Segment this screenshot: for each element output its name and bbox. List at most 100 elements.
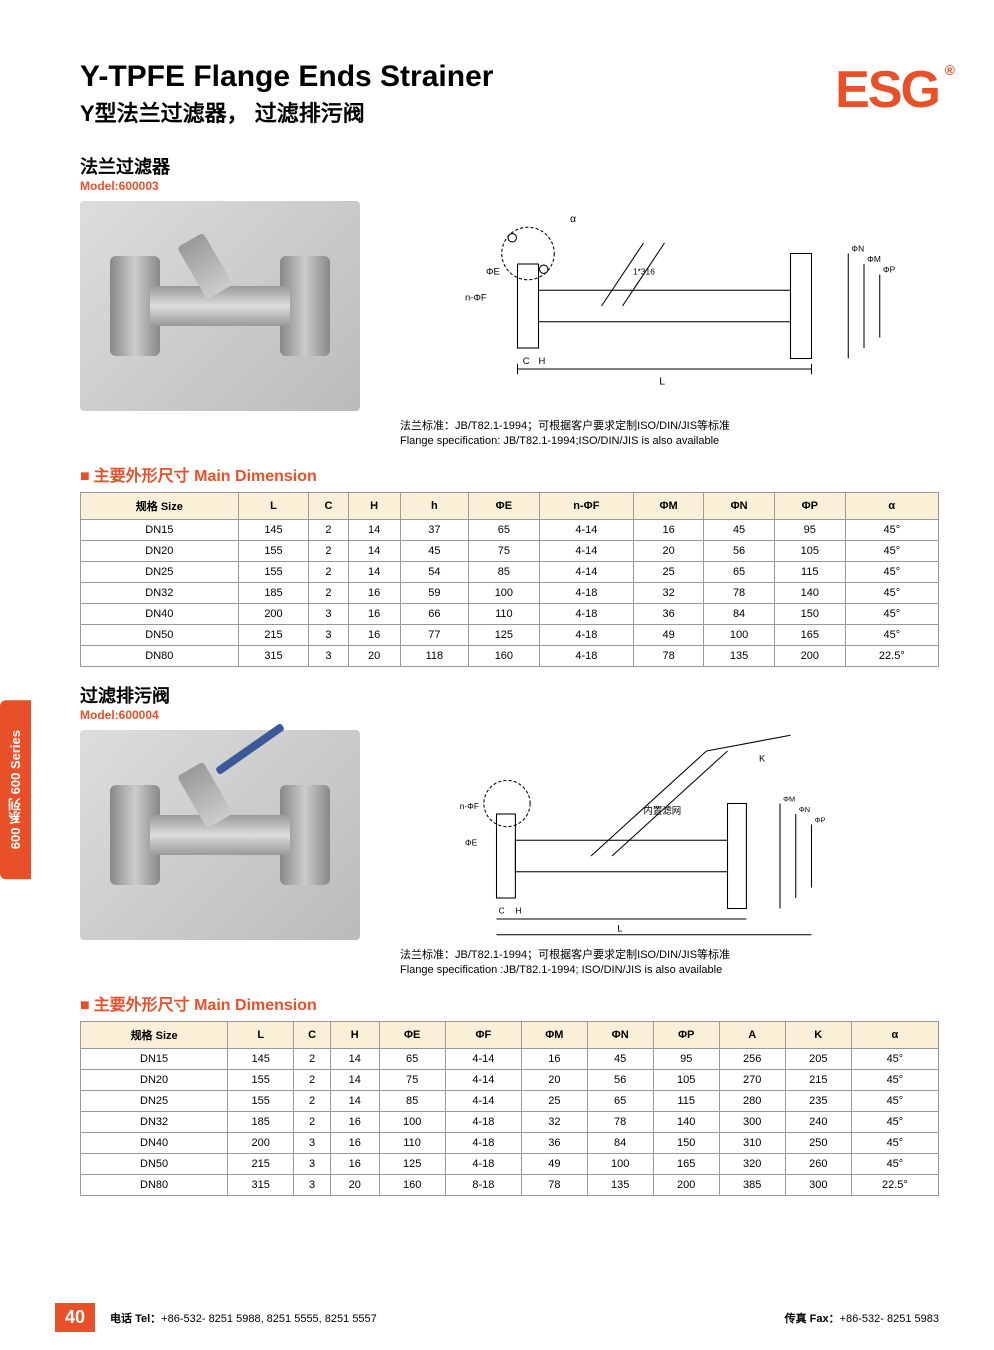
svg-text:ΦP: ΦP [883, 264, 896, 274]
table-cell: 56 [704, 540, 775, 561]
table-cell: 3 [309, 645, 348, 666]
table-cell: 2 [294, 1111, 331, 1132]
table-cell: 145 [228, 1048, 294, 1069]
table-cell: 4-18 [539, 624, 633, 645]
title-chinese: Y型法兰过滤器， 过滤排污阀 [80, 96, 493, 128]
table-cell: 155 [238, 561, 309, 582]
table-cell: 100 [379, 1111, 445, 1132]
table-cell: 14 [330, 1048, 379, 1069]
table-cell: 135 [587, 1174, 653, 1195]
table-row: DN502153161254-184910016532026045° [81, 1153, 939, 1174]
table-cell: 215 [228, 1153, 294, 1174]
table-cell: 385 [719, 1174, 785, 1195]
table-cell: DN15 [81, 519, 239, 540]
table-cell: 105 [653, 1069, 719, 1090]
table-header-cell: n-ΦF [539, 492, 633, 519]
title-english: Y-TPFE Flange Ends Strainer [80, 60, 493, 94]
table-cell: 310 [719, 1132, 785, 1153]
table-row: DN40200316661104-18368415045° [81, 603, 939, 624]
table-cell: 125 [469, 624, 540, 645]
section2-spec-note: 法兰标准：JB/T82.1-1994；可根据客户要求定制ISO/DIN/JIS等… [400, 948, 939, 979]
table-header-cell: ΦE [469, 492, 540, 519]
table-cell: 20 [633, 540, 703, 561]
table-cell: 140 [774, 582, 845, 603]
table-cell: 66 [400, 603, 468, 624]
svg-text:K: K [759, 753, 766, 764]
table-header-cell: ΦF [445, 1021, 521, 1048]
table-row: DN2515521454854-14256511545° [81, 561, 939, 582]
table-cell: 16 [330, 1153, 379, 1174]
table-cell: 16 [330, 1111, 379, 1132]
table-cell: 45° [845, 603, 938, 624]
table-cell: 14 [348, 561, 400, 582]
table-cell: 4-18 [445, 1111, 521, 1132]
table-cell: 200 [774, 645, 845, 666]
svg-text:ΦM: ΦM [867, 254, 881, 264]
table-cell: 205 [785, 1048, 851, 1069]
page: 600 系列 600 Series Y-TPFE Flange Ends Str… [0, 0, 994, 1350]
table-cell: 4-14 [445, 1090, 521, 1111]
table-cell: 59 [400, 582, 468, 603]
section1-image-row: α ΦE n-ΦF 1*316 C H L ΦN ΦM ΦP [80, 201, 939, 411]
table-header-cell: ΦP [653, 1021, 719, 1048]
table-header-cell: H [330, 1021, 379, 1048]
table-cell: 3 [294, 1132, 331, 1153]
table-cell: 235 [785, 1090, 851, 1111]
table-cell: 140 [653, 1111, 719, 1132]
svg-text:ΦE: ΦE [486, 267, 500, 278]
table-header-cell: ΦE [379, 1021, 445, 1048]
table-cell: 4-18 [539, 603, 633, 624]
table-cell: 2 [294, 1069, 331, 1090]
table-cell: 2 [309, 582, 348, 603]
table-header-cell: ΦP [774, 492, 845, 519]
table-cell: DN25 [81, 1090, 228, 1111]
table-cell: 14 [330, 1069, 379, 1090]
svg-text:C: C [523, 356, 530, 367]
table-cell: 45° [845, 561, 938, 582]
table-cell: 320 [719, 1153, 785, 1174]
table-cell: 78 [704, 582, 775, 603]
table-row: DN803153201181604-187813520022.5° [81, 645, 939, 666]
table-cell: 95 [653, 1048, 719, 1069]
section2-diagram: K n-ΦF ΦE 内置滤网 C H L A ΦM ΦN ΦP [390, 730, 939, 940]
svg-text:C: C [499, 906, 505, 916]
table-cell: 45° [851, 1090, 938, 1111]
table-cell: 160 [469, 645, 540, 666]
table-cell: 256 [719, 1048, 785, 1069]
section2-photo [80, 730, 360, 940]
table-cell: 22.5° [851, 1174, 938, 1195]
table-cell: 240 [785, 1111, 851, 1132]
section1-photo [80, 201, 360, 411]
table-cell: 85 [469, 561, 540, 582]
table-row: DN321852161004-18327814030024045° [81, 1111, 939, 1132]
table-cell: 250 [785, 1132, 851, 1153]
svg-text:内置滤网: 内置滤网 [644, 805, 682, 817]
table-cell: 45° [845, 519, 938, 540]
table-cell: 36 [522, 1132, 588, 1153]
table-cell: 185 [238, 582, 309, 603]
table-cell: 4-14 [445, 1069, 521, 1090]
section1-table-heading: ■主要外形尺寸 Main Dimension [80, 462, 939, 486]
table-cell: 3 [294, 1174, 331, 1195]
table-row: DN1514521437654-1416459545° [81, 519, 939, 540]
table-cell: DN40 [81, 1132, 228, 1153]
table-cell: 77 [400, 624, 468, 645]
table-header-cell: ΦN [587, 1021, 653, 1048]
table-header-cell: L [238, 492, 309, 519]
table-cell: 3 [309, 624, 348, 645]
table-cell: 45° [851, 1069, 938, 1090]
table-cell: 65 [704, 561, 775, 582]
table-cell: 100 [469, 582, 540, 603]
table-cell: 315 [228, 1174, 294, 1195]
table-cell: 165 [774, 624, 845, 645]
table-row: DN50215316771254-184910016545° [81, 624, 939, 645]
svg-text:L: L [659, 376, 665, 388]
table-cell: 75 [469, 540, 540, 561]
table-row: DN15145214654-1416459525620545° [81, 1048, 939, 1069]
title-block: Y-TPFE Flange Ends Strainer Y型法兰过滤器， 过滤排… [80, 60, 493, 128]
table-cell: 4-14 [539, 540, 633, 561]
table-header-cell: 规格 Size [81, 492, 239, 519]
table-cell: DN20 [81, 1069, 228, 1090]
table-cell: 4-14 [539, 561, 633, 582]
table-cell: 8-18 [445, 1174, 521, 1195]
